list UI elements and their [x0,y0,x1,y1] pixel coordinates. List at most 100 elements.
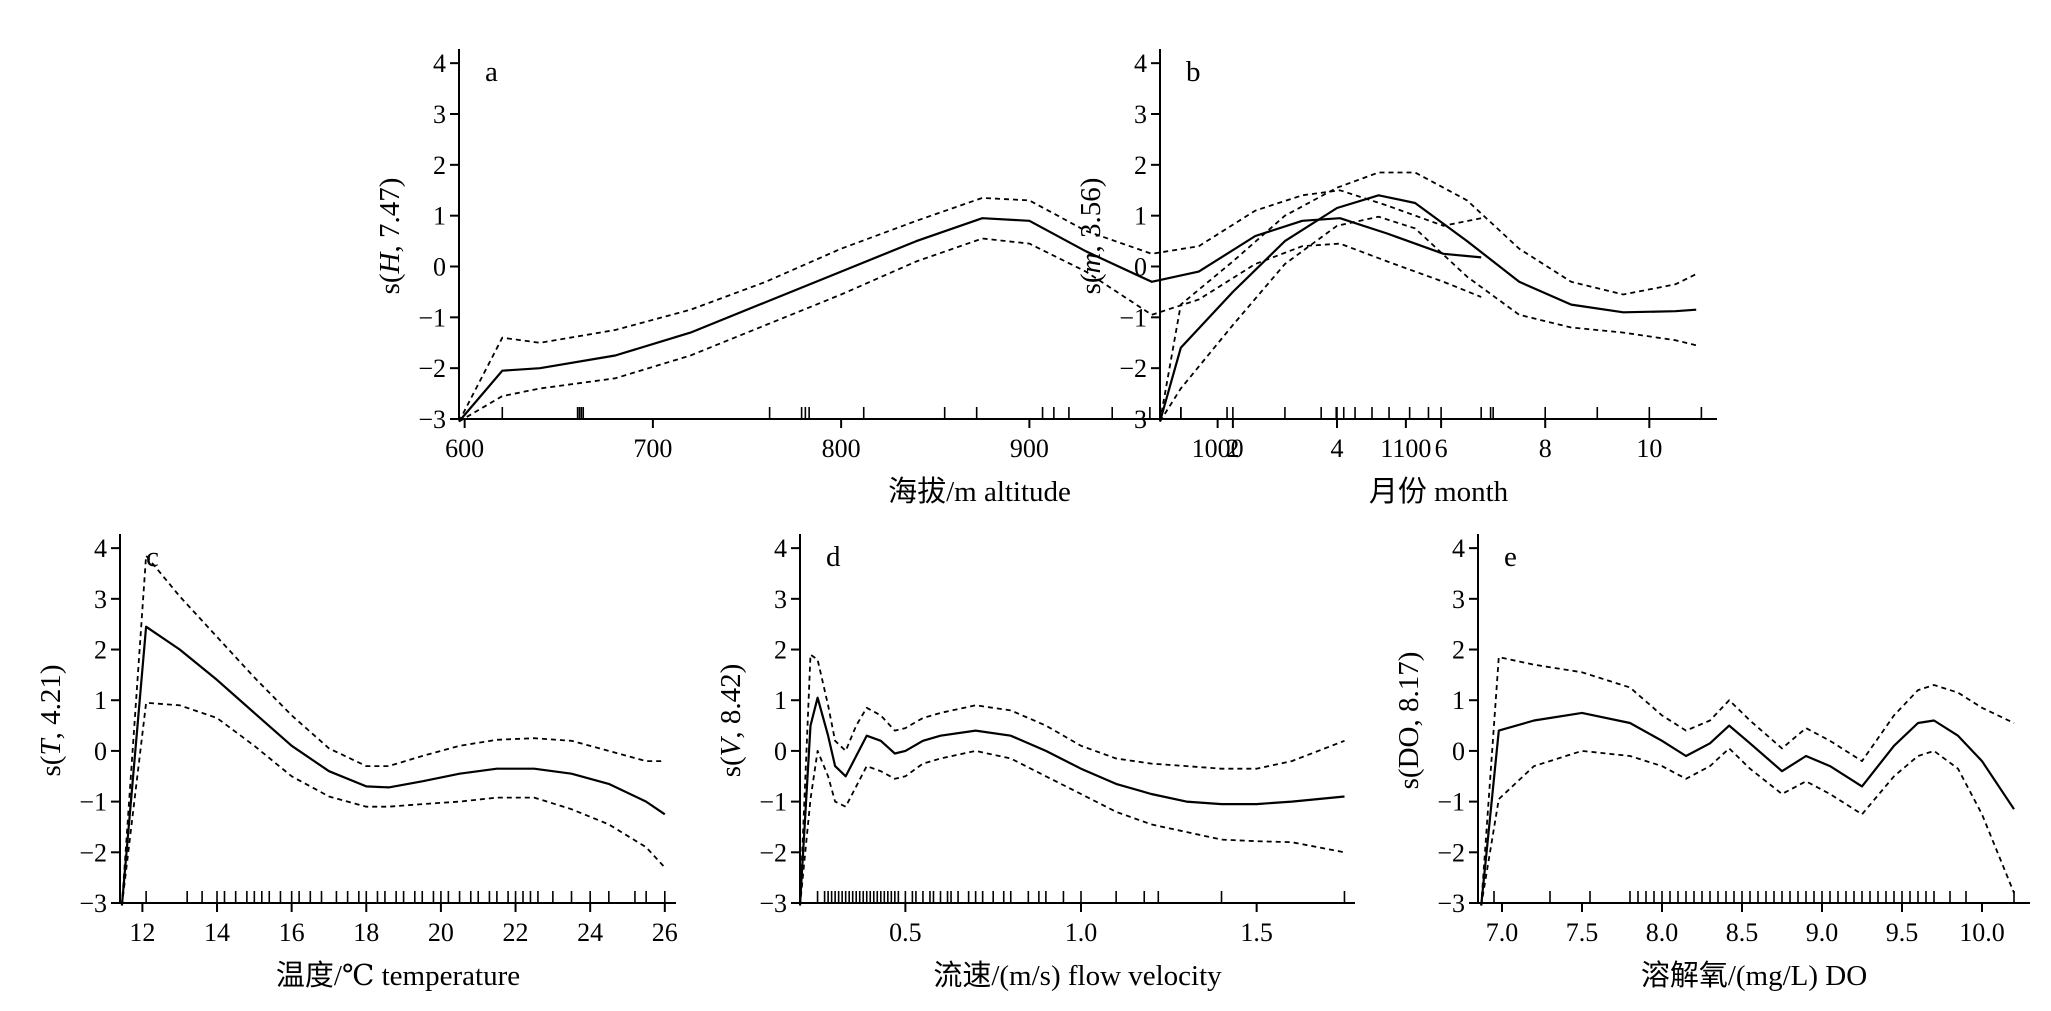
y-tick-label: −1 [1119,303,1147,332]
upper-ci-line [1480,656,2015,906]
x-tick-label: 0.5 [889,918,922,947]
y-tick-label: −3 [1437,889,1465,918]
x-tick-label: 24 [577,918,603,947]
y-tick-label: 3 [433,100,446,129]
y-tick-label: −3 [418,405,446,434]
y-tick-label: 0 [94,737,107,766]
panel-d: −3 −2 −1 0 1 2 3 4 0.5 1.0 1.5 d 流速/(m/s) flow veloc… [715,534,1355,992]
x-tick-label: 16 [279,918,305,947]
y-tick-label: 3 [94,585,107,614]
x-tick-label: 600 [445,434,484,463]
panel-a: −3 −2 −1 0 1 2 3 4 600 700 800 900 1000 1100 a 海拔/m alt… [374,49,1500,508]
upper-ci-line [799,653,1345,906]
x-tick-label: 26 [652,918,678,947]
y-tick-label: 0 [1452,737,1465,766]
smooth-fit-line [120,625,666,906]
x-axis-title: 月份 month [1369,475,1509,508]
smooth-fit-line [1158,194,1697,422]
upper-ci-line [1159,171,1697,422]
y-axis-title-variable: m [1075,253,1107,274]
y-tick-label: −1 [79,788,107,817]
lower-ci-line [1159,215,1697,422]
panel-label: b [1186,56,1201,88]
y-tick-label: 0 [1134,253,1147,282]
lower-ci-line [1480,747,2015,906]
y-axis-title-variable: V [715,735,747,756]
x-tick-label: 8 [1539,434,1552,463]
y-tick-label: 0 [433,253,446,282]
x-axis-title: 溶解氧/(mg/L) DO [1641,959,1867,992]
y-axis-title: s(V, 8.42) [715,664,747,778]
y-tick-label: −2 [1437,838,1465,867]
x-tick-label: 1000 [1192,434,1244,463]
y-axis-title: s(H, 7.47) [374,178,406,295]
y-tick-label: 2 [94,636,107,665]
smooth-fit-line [458,217,1482,423]
y-axis-title-suffix: , 4.21) [35,664,67,739]
y-tick-label: −2 [79,838,107,867]
y-tick-label: 4 [774,534,787,563]
lower-ci-line [458,237,1482,423]
y-tick-label: −1 [418,303,446,332]
panel-label: c [146,541,159,573]
x-tick-label: 1100 [1380,434,1431,463]
y-axis-title-suffix: , 8.17) [1393,652,1425,727]
y-tick-label: −2 [759,838,787,867]
y-axis-title-prefix: s( [35,756,67,777]
y-tick-label: −3 [1119,405,1147,434]
x-tick-label: 7.0 [1486,918,1519,947]
x-tick-label: 9.0 [1806,918,1839,947]
x-tick-label: 4 [1330,434,1343,463]
y-tick-label: 2 [433,151,446,180]
y-axis-title-prefix: s( [1393,768,1425,789]
x-tick-label: 8.5 [1726,918,1759,947]
upper-ci-line [458,189,1482,422]
x-tick-label: 1.0 [1065,918,1098,947]
y-tick-label: −1 [1437,788,1465,817]
x-axis-title: 流速/(m/s) flow velocity [933,959,1222,992]
y-axis-title-prefix: s( [374,273,406,294]
y-tick-label: 3 [1134,100,1147,129]
y-tick-label: −2 [1119,354,1147,383]
y-tick-label: 1 [1134,202,1147,231]
y-tick-label: −1 [759,788,787,817]
x-tick-label: 22 [503,918,529,947]
y-tick-label: 4 [1134,49,1147,78]
y-axis-title-suffix: , 8.42) [715,664,747,739]
y-tick-label: 3 [774,585,787,614]
x-tick-label: 14 [204,918,230,947]
x-tick-label: 2 [1226,434,1239,463]
x-tick-label: 900 [1010,434,1049,463]
y-axis-title-variable: DO [1393,727,1425,769]
y-tick-label: 0 [774,737,787,766]
y-tick-label: 1 [1452,686,1465,715]
y-tick-label: 2 [1452,636,1465,665]
y-tick-label: 2 [1134,151,1147,180]
y-tick-label: −3 [79,889,107,918]
lower-ci-line [799,750,1345,906]
y-tick-label: −3 [759,889,787,918]
x-tick-label: 12 [129,918,155,947]
smooth-fit-line [798,696,1345,906]
y-axis-title: s(m, 3.56) [1075,178,1107,295]
x-axis-title: 温度/℃ temperature [276,959,520,992]
x-tick-label: 9.5 [1886,918,1919,947]
x-tick-label: 20 [428,918,454,947]
x-tick-label: 18 [353,918,379,947]
y-axis-title-prefix: s( [1075,273,1107,294]
y-tick-label: 4 [1452,534,1465,563]
panel-label: a [485,56,498,88]
y-tick-label: 2 [774,636,787,665]
x-tick-label: 700 [633,434,672,463]
y-tick-label: 1 [94,686,107,715]
y-axis-title-suffix: , 7.47) [374,178,406,253]
y-tick-label: 1 [433,202,446,231]
y-tick-label: 3 [1452,585,1465,614]
y-tick-label: −2 [418,354,446,383]
panel-label: d [826,541,841,573]
lower-ci-line [121,701,666,906]
y-axis-title-variable: T [35,738,67,756]
smooth-fit-line [1480,711,2015,906]
